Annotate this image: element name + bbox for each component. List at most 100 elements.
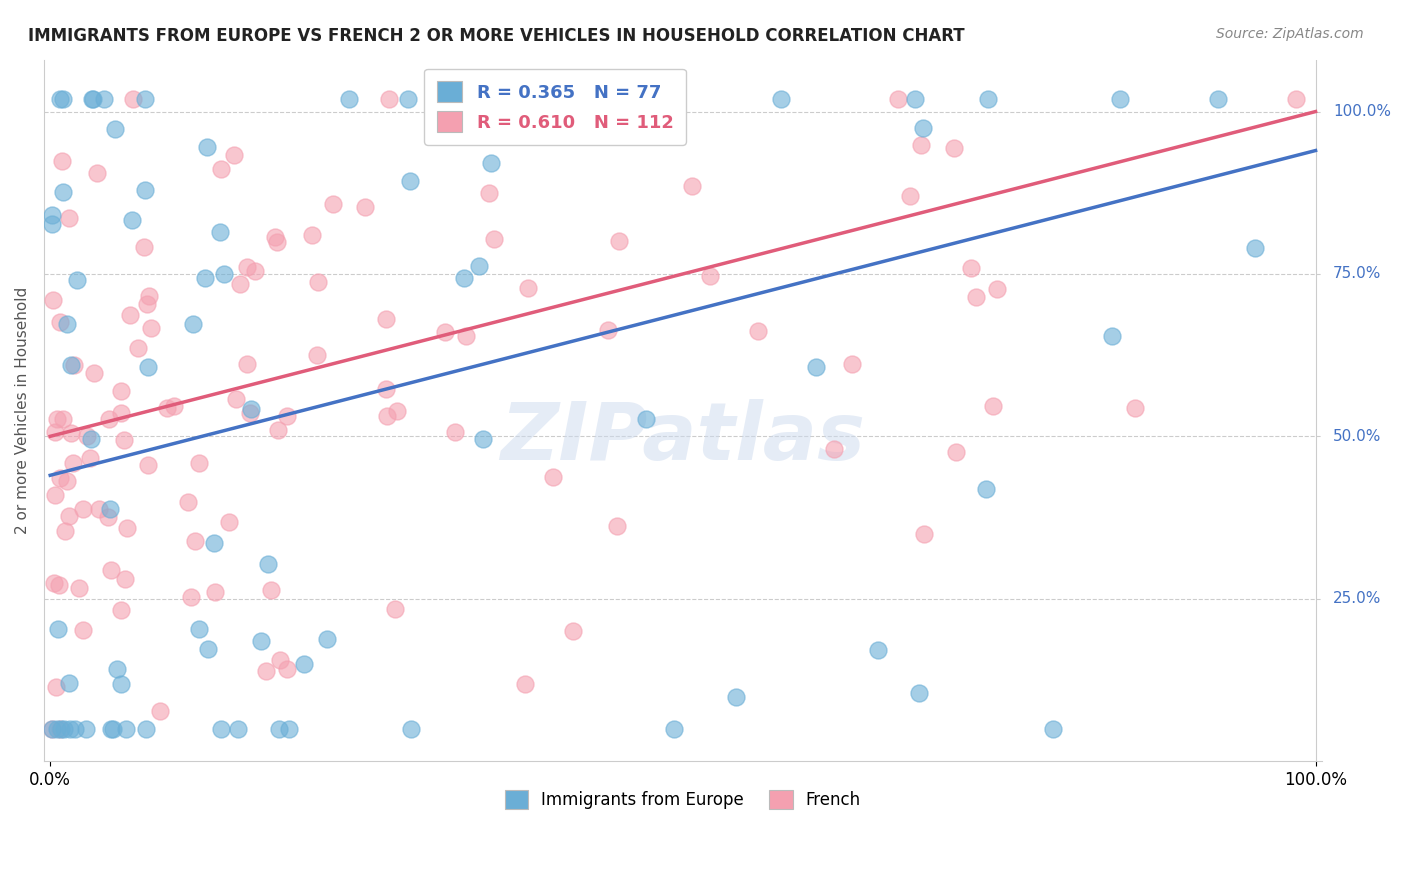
Point [471,432,494,446]
Point [177,495,200,509]
Point [396,92,419,106]
Point [138,289,160,303]
Point [100,563,122,577]
Point [375,409,398,423]
Point [83,366,105,380]
Point [63,722,86,736]
Point [267,722,290,736]
Point [115,521,138,535]
Point [104,122,127,136]
Point [41,217,63,231]
Point [517,280,540,294]
Point [72,623,94,637]
Point [399,722,422,736]
Point [55,475,77,489]
Point [58,211,80,225]
Point [479,156,502,170]
Point [607,234,630,248]
Point [46,722,69,736]
Point [747,324,769,338]
Point [239,406,262,420]
Point [658,92,681,106]
Point [41,208,63,222]
Point [606,518,628,533]
Point [134,92,156,106]
Point [910,138,932,153]
Point [212,267,235,281]
Point [51,722,73,736]
Point [52,92,75,106]
Point [56,318,79,332]
Point [292,657,315,672]
Point [149,704,172,718]
Point [194,271,217,285]
Text: 100.0%: 100.0% [1333,104,1391,119]
Point [136,359,159,374]
Point [58,509,80,524]
Point [301,227,323,242]
Point [804,359,827,374]
Point [98,412,121,426]
Point [46,412,69,426]
Point [267,423,290,437]
Point [541,470,564,484]
Point [62,358,84,372]
Point [188,623,211,637]
Point [136,296,159,310]
Point [322,196,344,211]
Point [97,509,120,524]
Point [209,722,232,736]
Point [52,185,75,199]
Point [180,590,202,604]
Point [1123,401,1146,415]
Point [260,582,283,597]
Point [945,444,967,458]
Point [482,231,505,245]
Point [249,634,271,648]
Point [908,686,931,700]
Point [456,329,478,343]
Point [375,382,398,396]
Point [634,412,657,426]
Point [49,314,72,328]
Point [110,406,132,420]
Point [911,121,934,136]
Point [122,92,145,106]
Point [105,662,128,676]
Text: Source: ZipAtlas.com: Source: ZipAtlas.com [1216,27,1364,41]
Point [114,572,136,586]
Point [218,515,240,529]
Point [276,409,298,423]
Point [132,240,155,254]
Point [375,312,398,326]
Legend: Immigrants from Europe, French: Immigrants from Europe, French [498,783,868,816]
Point [42,293,65,308]
Text: ZIPatlas: ZIPatlas [501,400,865,477]
Point [75,722,97,736]
Point [118,308,141,322]
Point [264,230,287,244]
Point [110,677,132,691]
Point [269,653,291,667]
Point [155,401,177,415]
Point [981,400,1004,414]
Point [1244,241,1267,255]
Point [80,92,103,106]
Point [965,290,987,304]
Text: IMMIGRANTS FROM EUROPE VS FRENCH 2 OR MORE VEHICLES IN HOUSEHOLD CORRELATION CHA: IMMIGRANTS FROM EUROPE VS FRENCH 2 OR MO… [28,27,965,45]
Point [51,154,73,169]
Point [1101,329,1123,343]
Point [110,384,132,399]
Point [399,174,422,188]
Y-axis label: 2 or more Vehicles in Household: 2 or more Vehicles in Household [15,286,30,534]
Point [222,148,245,162]
Point [45,680,67,694]
Point [41,722,63,736]
Point [974,482,997,496]
Point [443,425,465,440]
Point [384,601,406,615]
Point [823,442,845,456]
Point [202,535,225,549]
Point [236,357,259,371]
Point [115,722,138,736]
